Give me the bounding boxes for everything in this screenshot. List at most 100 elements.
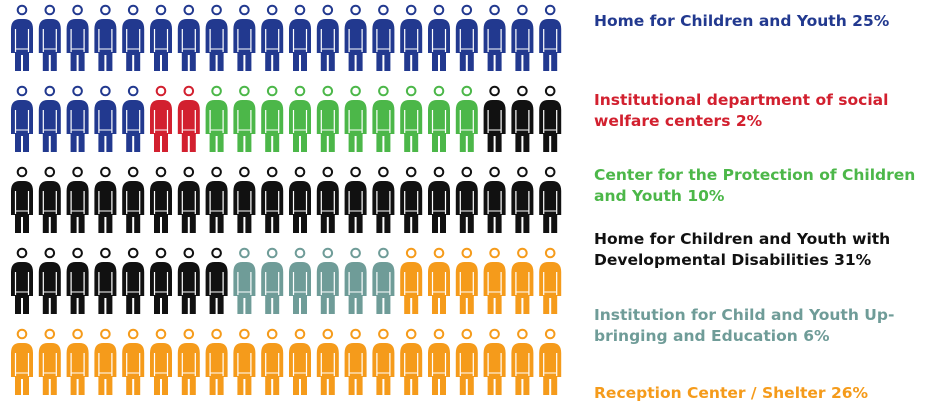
- person-icon: [428, 247, 450, 314]
- head: [44, 4, 56, 16]
- body: [94, 100, 117, 152]
- person-icon: [150, 4, 172, 71]
- head: [489, 328, 500, 340]
- person-icon: [122, 328, 145, 395]
- head: [127, 85, 139, 97]
- legend-entry: Home for Children and Youth with Develop…: [594, 229, 944, 271]
- head: [433, 166, 445, 178]
- body: [289, 100, 311, 152]
- head: [211, 85, 222, 97]
- body: [539, 343, 562, 395]
- head: [72, 328, 83, 340]
- head: [322, 166, 334, 178]
- person-icon: [38, 247, 61, 314]
- person-icon: [372, 247, 395, 314]
- body: [316, 19, 339, 71]
- person-icon: [428, 85, 450, 152]
- body: [428, 100, 450, 152]
- head: [127, 247, 139, 259]
- person-icon: [177, 85, 200, 152]
- person-icon: [316, 247, 339, 314]
- body: [205, 19, 228, 71]
- head: [155, 328, 167, 340]
- person-icon: [11, 247, 33, 314]
- head: [72, 4, 83, 16]
- body: [94, 262, 117, 314]
- person-icon: [11, 85, 33, 152]
- body: [400, 343, 423, 395]
- person-icon: [150, 328, 172, 395]
- body: [66, 181, 89, 233]
- head: [517, 4, 528, 16]
- body: [122, 181, 145, 233]
- head: [322, 247, 334, 259]
- body: [205, 262, 228, 314]
- head: [517, 328, 528, 340]
- body: [316, 181, 339, 233]
- person-icon: [38, 85, 61, 152]
- head: [16, 4, 28, 16]
- person-icon: [150, 247, 172, 314]
- body: [483, 19, 506, 71]
- person-icon: [483, 166, 506, 233]
- body: [372, 343, 395, 395]
- body: [511, 19, 534, 71]
- body: [38, 19, 61, 71]
- pictogram: [11, 4, 562, 395]
- head: [100, 166, 111, 178]
- body: [428, 181, 450, 233]
- body: [539, 19, 562, 71]
- body: [11, 19, 33, 71]
- head: [155, 4, 167, 16]
- person-icon: [122, 85, 145, 152]
- body: [483, 181, 506, 233]
- body: [94, 19, 117, 71]
- person-icon: [372, 85, 395, 152]
- head: [127, 4, 139, 16]
- body: [38, 343, 61, 395]
- head: [544, 328, 556, 340]
- head: [378, 85, 389, 97]
- head: [100, 85, 111, 97]
- person-icon: [122, 247, 145, 314]
- head: [489, 166, 500, 178]
- head: [350, 247, 361, 259]
- person-icon: [205, 166, 228, 233]
- body: [289, 262, 311, 314]
- person-icon: [233, 328, 256, 395]
- person-icon: [400, 328, 423, 395]
- head: [183, 85, 195, 97]
- body: [94, 181, 117, 233]
- head: [294, 328, 306, 340]
- person-icon: [455, 166, 478, 233]
- body: [316, 262, 339, 314]
- person-icon: [233, 85, 256, 152]
- body: [316, 100, 339, 152]
- body: [483, 262, 506, 314]
- head: [211, 328, 222, 340]
- body: [261, 181, 284, 233]
- person-icon: [511, 85, 534, 152]
- person-icon: [483, 4, 506, 71]
- legend-label: Home for Children and Youth with Develop…: [594, 230, 891, 269]
- person-icon: [177, 328, 200, 395]
- body: [344, 262, 367, 314]
- head: [155, 166, 167, 178]
- head: [239, 4, 250, 16]
- person-icon: [400, 85, 423, 152]
- head: [266, 4, 278, 16]
- body: [177, 181, 200, 233]
- person-icon: [483, 247, 506, 314]
- person-icon: [455, 328, 478, 395]
- head: [405, 4, 417, 16]
- body: [177, 262, 200, 314]
- legend-label: Home for Children and Youth: [594, 12, 847, 30]
- person-icon: [150, 166, 172, 233]
- person-icon: [539, 4, 562, 71]
- person-icon: [316, 4, 339, 71]
- head: [211, 4, 222, 16]
- body: [372, 181, 395, 233]
- body: [455, 100, 478, 152]
- legend-label: Institutional department of social welfa…: [594, 91, 889, 130]
